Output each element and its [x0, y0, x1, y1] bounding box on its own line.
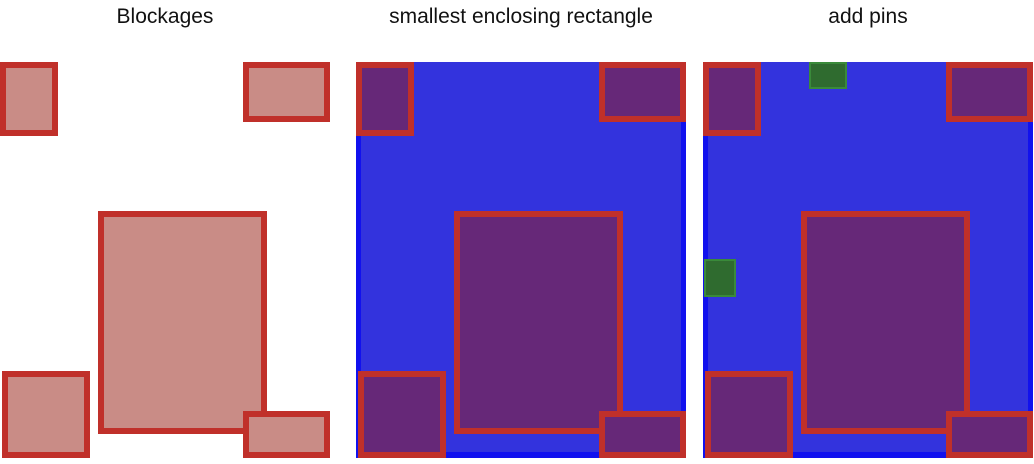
- diagram-canvas: [0, 62, 330, 458]
- panel-title: smallest enclosing rectangle: [389, 5, 653, 28]
- blockage-center-large: [801, 211, 970, 434]
- diagram-canvas: [703, 62, 1033, 458]
- panel-enclosing: smallest enclosing rectangle: [356, 0, 686, 464]
- blockage-top-left: [356, 62, 414, 136]
- blockage-bottom-left: [705, 371, 793, 458]
- panel-pins: add pins: [703, 0, 1033, 464]
- blockage-bottom-right: [243, 411, 330, 458]
- pin-top: [809, 62, 847, 89]
- blockage-center-large: [454, 211, 623, 434]
- panel-title: Blockages: [116, 5, 214, 28]
- blockage-top-left: [0, 62, 58, 136]
- blockage-center-large: [98, 211, 267, 434]
- blockage-bottom-right: [599, 411, 686, 458]
- blockage-bottom-right: [946, 411, 1033, 458]
- panel-blockages: Blockages: [0, 0, 330, 464]
- blockage-top-right: [946, 62, 1033, 122]
- pin-left: [704, 259, 736, 297]
- blockage-top-left: [703, 62, 761, 136]
- blockage-top-right: [243, 62, 330, 122]
- diagram-canvas: [356, 62, 686, 458]
- blockage-top-right: [599, 62, 686, 122]
- blockage-bottom-left: [358, 371, 446, 458]
- panel-title: add pins: [828, 5, 908, 28]
- blockage-bottom-left: [2, 371, 90, 458]
